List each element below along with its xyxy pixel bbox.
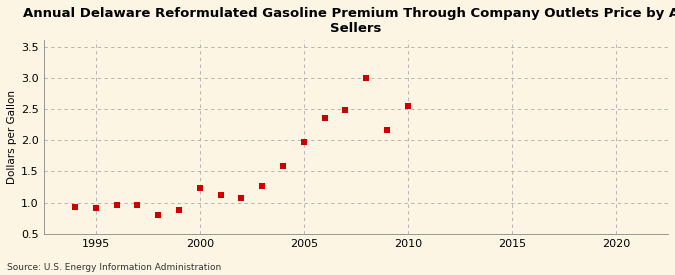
Y-axis label: Dollars per Gallon: Dollars per Gallon (7, 90, 17, 184)
Point (215, 192, 226, 197)
Point (257, 184, 268, 188)
Point (340, 108, 351, 112)
Point (153, 213, 163, 218)
Point (194, 186, 205, 191)
Point (361, 76, 372, 81)
Point (111, 202, 122, 207)
Point (173, 208, 184, 212)
Point (381, 127, 392, 132)
Point (132, 202, 143, 207)
Title: Annual Delaware Reformulated Gasoline Premium Through Company Outlets Price by A: Annual Delaware Reformulated Gasoline Pr… (23, 7, 675, 35)
Point (70, 205, 80, 209)
Point (402, 104, 413, 108)
Point (277, 164, 288, 169)
Point (90, 205, 101, 210)
Text: Source: U.S. Energy Information Administration: Source: U.S. Energy Information Administ… (7, 263, 221, 272)
Point (298, 140, 309, 144)
Point (319, 116, 330, 120)
Point (236, 196, 247, 200)
